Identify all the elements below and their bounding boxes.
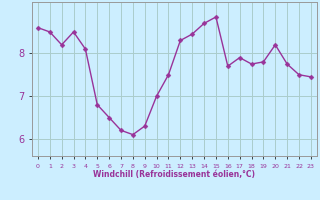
X-axis label: Windchill (Refroidissement éolien,°C): Windchill (Refroidissement éolien,°C)	[93, 170, 255, 179]
